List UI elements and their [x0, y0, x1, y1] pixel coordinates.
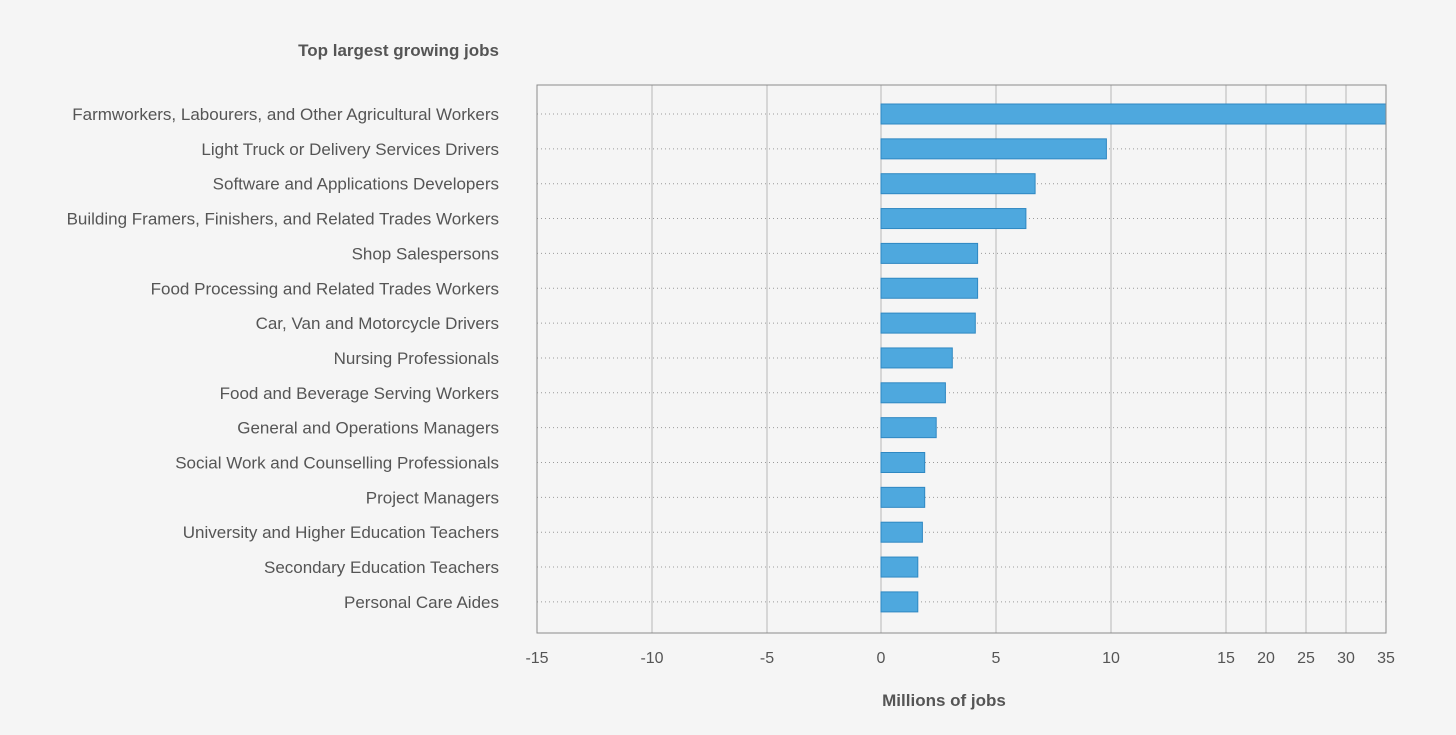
plot-frame: [536, 84, 1387, 634]
category-label: Nursing Professionals: [334, 349, 499, 368]
bars: [880, 103, 1387, 613]
x-tick-label: -5: [760, 650, 774, 667]
bar: [880, 382, 946, 404]
x-tick-labels: -15 -10 -5 0 5 10 15 20 25 30 35: [525, 650, 1395, 667]
bar: [880, 242, 979, 264]
x-tick-label: -15: [525, 650, 548, 667]
category-label: Car, Van and Motorcycle Drivers: [256, 314, 499, 333]
bar: [880, 173, 1036, 195]
category-label: Food Processing and Related Trades Worke…: [151, 279, 499, 298]
x-tick-label: -10: [640, 650, 663, 667]
bar: [880, 591, 919, 613]
category-labels: Farmworkers, Labourers, and Other Agricu…: [67, 105, 499, 612]
category-label: Light Truck or Delivery Services Drivers: [201, 140, 499, 159]
bar: [880, 417, 937, 439]
category-label: Farmworkers, Labourers, and Other Agricu…: [72, 105, 499, 124]
bar: [880, 556, 919, 578]
category-label: Project Managers: [366, 488, 499, 507]
category-label: Secondary Education Teachers: [264, 558, 499, 577]
x-tick-label: 15: [1217, 650, 1235, 667]
bar: [880, 103, 1387, 125]
x-tick-label: 10: [1102, 650, 1120, 667]
category-label: Personal Care Aides: [344, 593, 499, 612]
x-tick-label: 20: [1257, 650, 1275, 667]
bar: [880, 452, 926, 473]
category-label: Software and Applications Developers: [213, 175, 499, 194]
x-tick-label: 0: [877, 650, 886, 667]
x-axis-label: Millions of jobs: [882, 691, 1006, 710]
category-label: Shop Salespersons: [352, 244, 499, 263]
category-label: Building Framers, Finishers, and Related…: [67, 210, 499, 229]
chart-title: Top largest growing jobs: [298, 41, 499, 60]
bar: [880, 486, 926, 508]
x-tick-label: 35: [1377, 650, 1395, 667]
category-label: General and Operations Managers: [237, 419, 499, 438]
x-tick-label: 25: [1297, 650, 1315, 667]
category-label: Social Work and Counselling Professional…: [175, 454, 499, 473]
x-tick-label: 5: [992, 650, 1001, 667]
bar: [880, 347, 953, 369]
bar: [880, 208, 1027, 230]
x-tick-label: 30: [1337, 650, 1355, 667]
category-label: University and Higher Education Teachers: [183, 523, 499, 542]
category-label: Food and Beverage Serving Workers: [220, 384, 499, 403]
bar: [880, 521, 923, 543]
bar: [880, 138, 1107, 160]
grid-lines: [536, 85, 1387, 633]
bar: [880, 312, 976, 334]
bar: [880, 277, 979, 299]
